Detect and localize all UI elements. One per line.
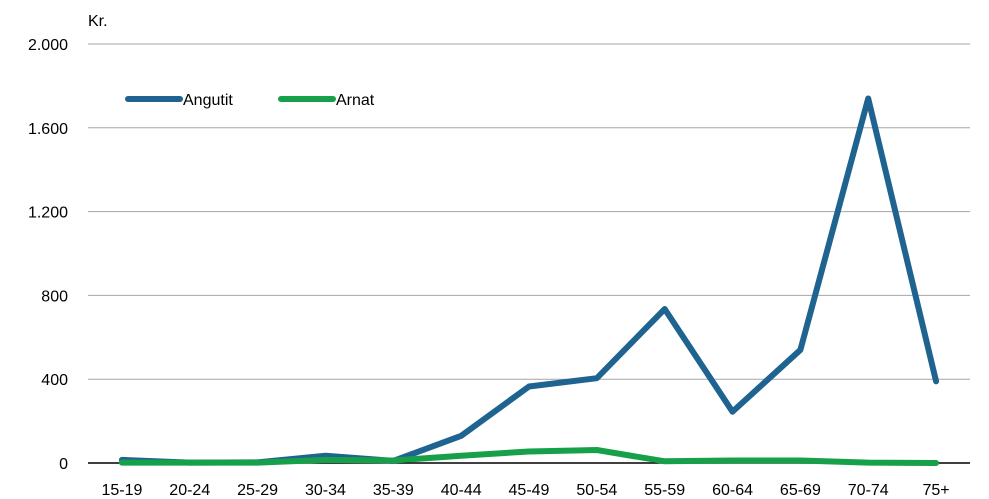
y-axis-ticks: 0 400 800 1.200 1.600 2.000 (28, 37, 68, 473)
x-tick-label: 65-69 (780, 482, 821, 499)
series-line-angutit (118, 95, 940, 466)
y-tick-label: 800 (41, 288, 68, 305)
x-tick-label: 35-39 (373, 482, 414, 499)
y-tick-label: 400 (41, 372, 68, 389)
x-tick-label: 70-74 (848, 482, 889, 499)
x-tick-label: 60-64 (712, 482, 753, 499)
x-tick-label: 15-19 (101, 482, 142, 499)
y-tick-label: 1.600 (28, 121, 68, 138)
legend-label-arnat: Arnat (336, 92, 375, 109)
x-tick-label: 55-59 (644, 482, 685, 499)
x-tick-label: 20-24 (169, 482, 210, 499)
x-tick-label: 40-44 (441, 482, 482, 499)
series-line-arnat (118, 447, 940, 466)
y-tick-label: 1.200 (28, 205, 68, 222)
x-axis-ticks: 15-19 20-24 25-29 30-34 35-39 40-44 45-49 50-54… (101, 482, 949, 499)
series-lines (118, 95, 940, 466)
x-tick-label: 25-29 (237, 482, 278, 499)
gridlines (88, 43, 970, 380)
legend-label-angutit: Angutit (183, 92, 233, 109)
x-tick-label: 75+ (923, 482, 950, 499)
y-tick-label: 0 (59, 456, 68, 473)
x-tick-label: 50-54 (576, 482, 617, 499)
y-axis-unit-label: Kr. (88, 13, 108, 30)
legend: Angutit Arnat (125, 92, 375, 109)
x-tick-label: 30-34 (305, 482, 346, 499)
y-tick-label: 2.000 (28, 37, 68, 54)
x-tick-label: 45-49 (509, 482, 550, 499)
